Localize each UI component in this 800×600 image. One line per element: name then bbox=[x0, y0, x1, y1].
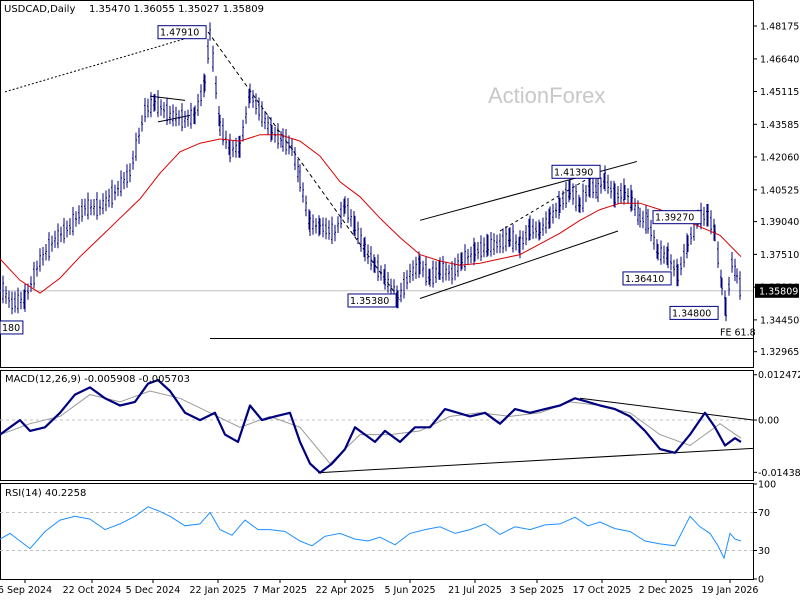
price-tick-label: 1.39040 bbox=[760, 217, 799, 228]
price-tick-label: 1.34450 bbox=[760, 315, 799, 326]
price-annotation-box bbox=[622, 271, 672, 286]
price-tick-label: 1.37510 bbox=[760, 250, 799, 261]
price-annotation-box bbox=[157, 25, 207, 40]
series-layer bbox=[0, 22, 742, 560]
rsi-series bbox=[0, 506, 742, 560]
ma-series bbox=[0, 134, 742, 294]
trendline-layer bbox=[4, 31, 754, 474]
price-annotation-label: 1.47910 bbox=[160, 28, 199, 39]
price-annotation-box bbox=[0, 320, 24, 335]
price-annotation-label: 1.35380 bbox=[350, 296, 389, 307]
price-tick-label: 1.32965 bbox=[760, 347, 799, 358]
macd-series bbox=[0, 379, 742, 474]
watermark: ActionForex bbox=[488, 83, 605, 108]
price-annotation-label: 1.39270 bbox=[655, 213, 694, 224]
x-tick-label: 6 Sep 2024 bbox=[0, 585, 52, 596]
price-tick-label: 1.43585 bbox=[760, 120, 799, 131]
rsi-label: RSI(14) 40.2258 bbox=[5, 488, 86, 499]
price-tick-label: 1.42060 bbox=[760, 152, 799, 163]
price-annotation-label: 1.41390 bbox=[554, 167, 593, 178]
price-annotation-box bbox=[551, 164, 601, 179]
annotation-layer: FE 61.8 1.47910 1.41390 1.39270 1.36410 1.353… bbox=[0, 25, 756, 339]
rsi-tick-label: 0 bbox=[758, 575, 764, 586]
x-tick-label: 5 Dec 2024 bbox=[126, 585, 181, 596]
x-tick-label: 19 Jan 2026 bbox=[702, 585, 759, 596]
price-tick-label: 1.45115 bbox=[760, 87, 799, 98]
trendline-dotted-left bbox=[4, 31, 209, 93]
x-tick-label: 2 Dec 2025 bbox=[639, 585, 694, 596]
macd-trendline-upper bbox=[579, 397, 754, 421]
x-tick-label: 22 Apr 2025 bbox=[316, 585, 375, 596]
x-tick-label: 21 Jul 2025 bbox=[448, 585, 502, 596]
rsi-panel-frame bbox=[0, 483, 754, 580]
macd-label: MACD(12,26,9) -0.005908 -0.005703 bbox=[5, 374, 190, 385]
x-tick-label: 22 Jan 2025 bbox=[190, 585, 247, 596]
x-tick-label: 3 Sep 2025 bbox=[510, 585, 564, 596]
price-annotation-box bbox=[347, 293, 397, 308]
chart-ohlc: 1.35470 1.36055 1.35027 1.35809 bbox=[89, 4, 264, 15]
x-tick-label: 5 Jun 2025 bbox=[384, 585, 435, 596]
macd-trendline-lower bbox=[317, 447, 754, 474]
grid-layer bbox=[0, 290, 753, 551]
price-annotation-label: 1.36410 bbox=[625, 274, 664, 285]
x-tick-label: 22 Oct 2024 bbox=[63, 585, 122, 596]
price-panel-frame bbox=[0, 0, 754, 368]
axis-layer: 1.48175 1.46640 1.45115 1.43585 1.42060 1.405… bbox=[0, 22, 800, 596]
current-price-value: 1.35809 bbox=[759, 286, 798, 297]
macd-tick-label: 0.00 bbox=[758, 416, 779, 427]
channel-lower bbox=[419, 230, 619, 299]
x-tick-label: 17 Oct 2025 bbox=[573, 585, 632, 596]
price-annotation-label: 180 bbox=[2, 323, 20, 334]
price-annotation-box bbox=[652, 210, 702, 225]
rsi-tick-label: 70 bbox=[758, 508, 770, 519]
macd-signal-series bbox=[0, 390, 742, 465]
price-annotation-box bbox=[669, 305, 719, 320]
macd-tick-label: -0.014389 bbox=[758, 468, 800, 479]
current-price-badge bbox=[755, 283, 799, 298]
price-tick-label: 1.48175 bbox=[760, 22, 799, 33]
rsi-tick-label: 30 bbox=[758, 546, 770, 557]
channel-upper bbox=[419, 160, 638, 221]
price-tick-label: 1.40525 bbox=[760, 185, 799, 196]
x-tick-label: 7 Mar 2025 bbox=[253, 585, 307, 596]
channel-mid-dotted bbox=[499, 170, 601, 232]
price-tick-label: 1.46640 bbox=[760, 54, 799, 65]
fe-label: FE 61.8 bbox=[720, 328, 756, 339]
price-series bbox=[0, 22, 741, 322]
rsi-tick-label: 100 bbox=[758, 480, 776, 491]
price-annotation-label: 1.34800 bbox=[672, 308, 711, 319]
macd-tick-label: 0.012472 bbox=[758, 370, 800, 381]
chart-symbol: USDCAD,Daily bbox=[4, 4, 75, 15]
macd-panel-frame bbox=[0, 370, 754, 481]
